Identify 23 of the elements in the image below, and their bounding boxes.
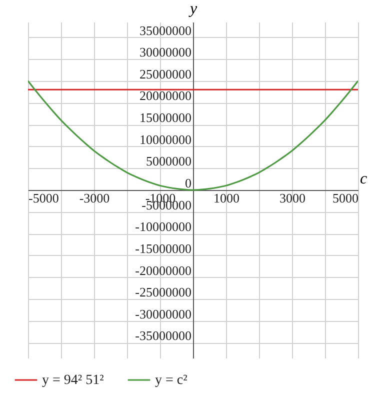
x-tick-label: 3000 [280, 190, 306, 206]
x-tick-label: -5000 [28, 190, 59, 206]
x-tick-label: 5000 [332, 190, 358, 206]
y-tick-label: 30000000 [140, 44, 192, 60]
y-tick-label: 35000000 [140, 22, 192, 38]
y-tick-label: 5000000 [146, 154, 192, 169]
y-tick-label: -10000000 [135, 219, 192, 234]
x-tick-label: 1000 [214, 190, 240, 206]
y-tick-label: 0 [185, 176, 192, 190]
y-tick-label: -15000000 [135, 240, 192, 256]
x-tick-label: -3000 [79, 190, 110, 206]
y-tick-label: 15000000 [140, 110, 192, 126]
x-axis-title: c [360, 170, 368, 188]
legend-label: y = c² [155, 373, 188, 388]
y-tick-label: 20000000 [140, 88, 192, 104]
y-tick-label: 10000000 [140, 132, 192, 147]
y-tick-label: -25000000 [135, 284, 192, 300]
y-tick-label: -30000000 [135, 306, 192, 322]
y-axis-title: y [188, 0, 198, 18]
y-tick-label: 25000000 [140, 66, 192, 82]
y-tick-label: -20000000 [135, 262, 192, 278]
legend-label: y = 94² 51² [42, 373, 104, 388]
y-tick-label: -35000000 [135, 328, 192, 344]
